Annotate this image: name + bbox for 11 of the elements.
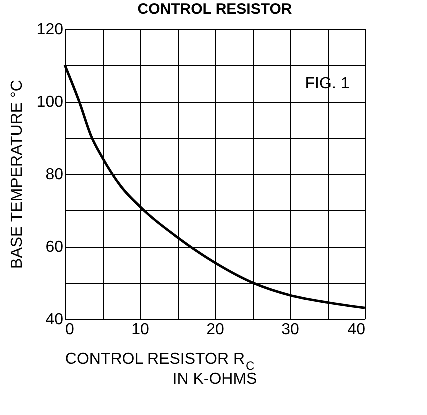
y-tick-label: 120 bbox=[36, 22, 64, 38]
y-tick-label: 60 bbox=[46, 239, 64, 256]
x-tick-label: 20 bbox=[206, 322, 224, 338]
y-axis-title: BASE TEMPERATURE °C bbox=[8, 80, 26, 269]
x-tick-label: 10 bbox=[132, 322, 150, 338]
chart-title: CONTROL RESISTOR bbox=[138, 1, 292, 18]
x-tick-label: 30 bbox=[282, 322, 300, 338]
y-tick-label: 100 bbox=[36, 94, 64, 111]
x-tick-label: 0 bbox=[66, 322, 74, 338]
x-tick-label: 40 bbox=[348, 322, 366, 338]
y-tick-label: 80 bbox=[46, 166, 64, 184]
